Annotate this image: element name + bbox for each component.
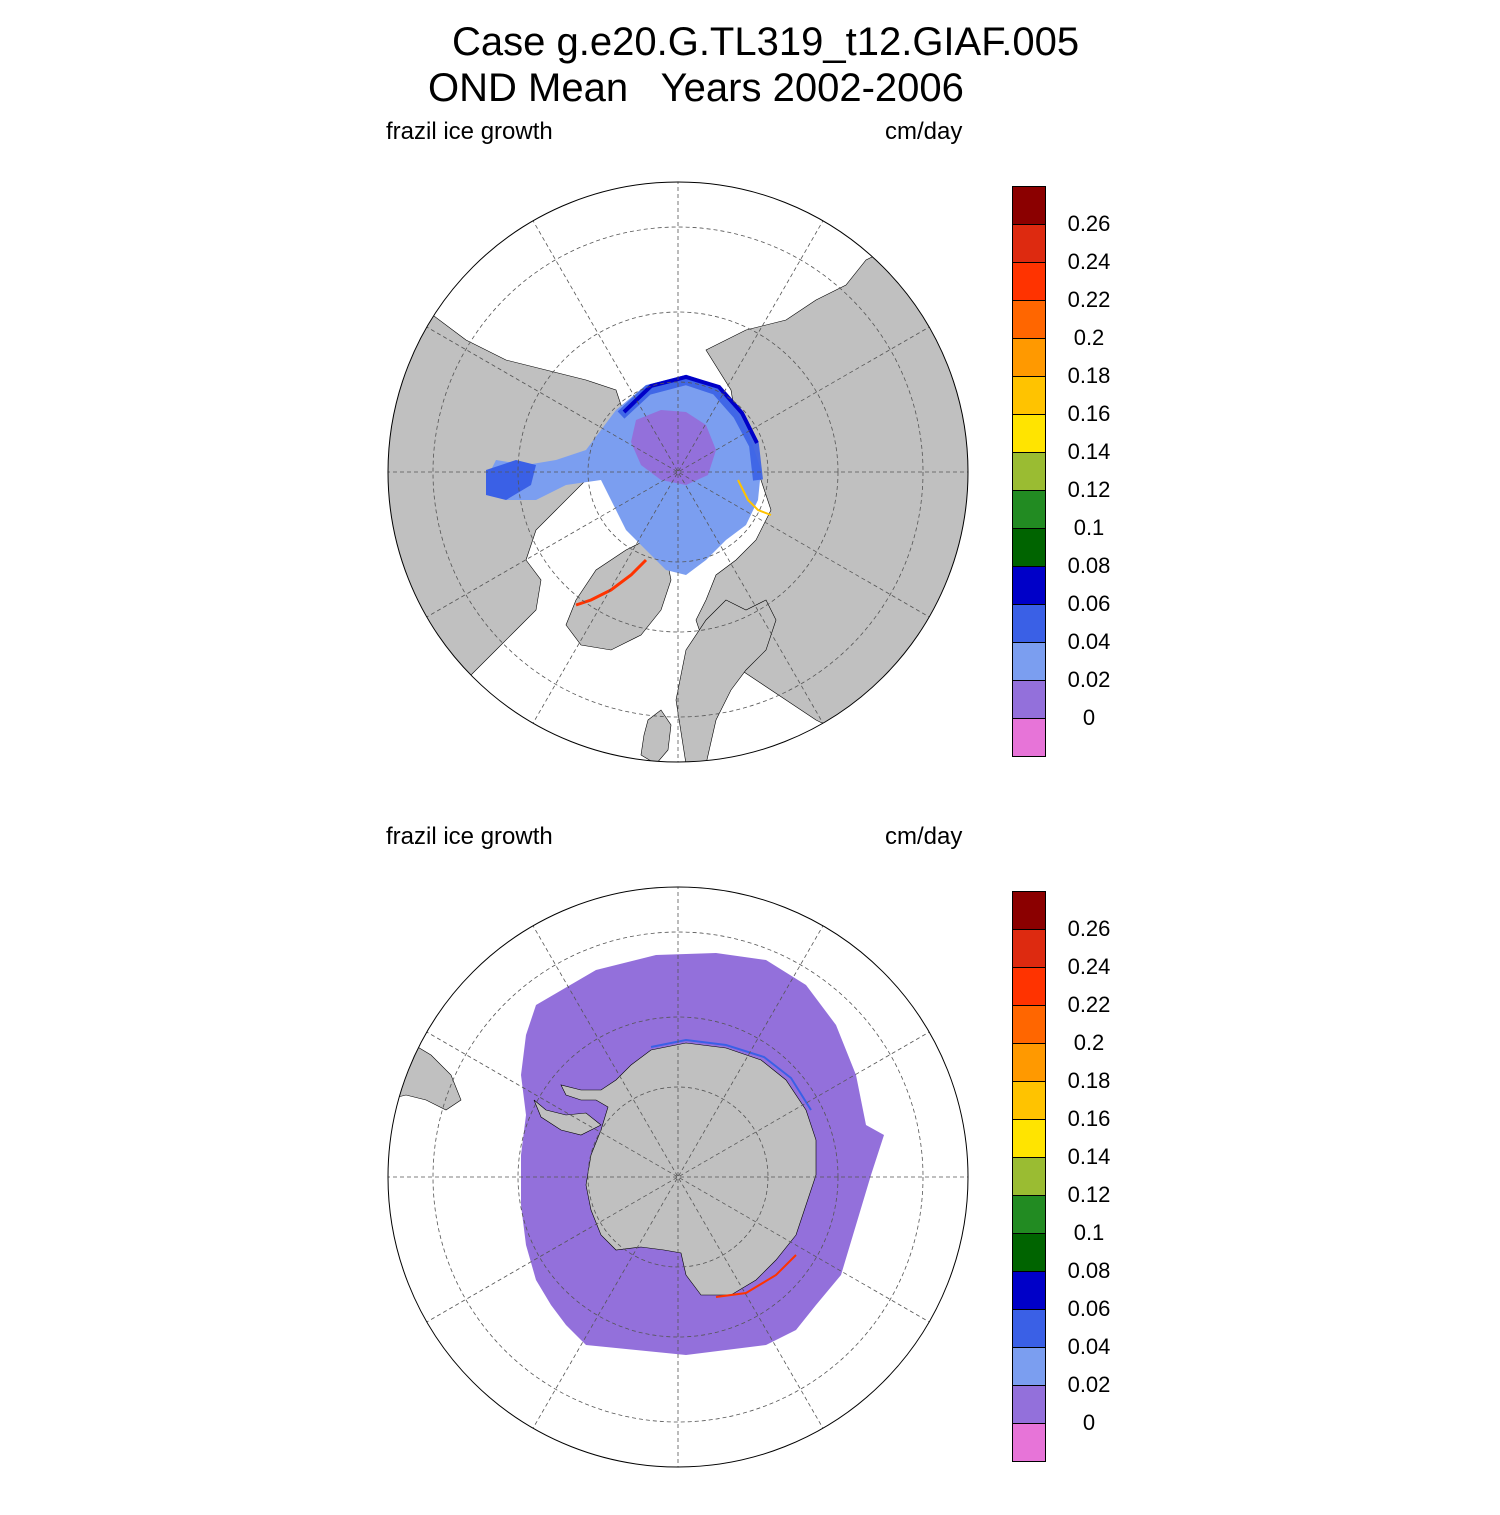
- sea-ice-core: [631, 410, 716, 485]
- colorbar-swatch: [1012, 1119, 1046, 1158]
- colorbar-swatch: [1012, 262, 1046, 301]
- colorbar-tick-label: 0.08: [1067, 1258, 1111, 1283]
- colorbar-tick-label: 0.12: [1067, 1182, 1111, 1207]
- colorbar-tick-label: 0.14: [1067, 1144, 1111, 1169]
- colorbar-tick-label: 0.02: [1067, 1372, 1111, 1397]
- ice-edge-hotspot: [575, 558, 648, 607]
- colorbar-swatch: [1012, 1271, 1046, 1310]
- colorbar-tick-label: 0.2: [1073, 1030, 1105, 1055]
- colorbar-swatch: [1012, 186, 1046, 225]
- colorbar-tick-label: 0.12: [1067, 477, 1111, 502]
- ice-edge-hotspot-2: [737, 479, 772, 516]
- colorbar-tick-label: 0.08: [1067, 553, 1111, 578]
- north-polar-map: [387, 181, 969, 763]
- british-isles: [640, 709, 672, 762]
- colorbar-swatch: [1012, 376, 1046, 415]
- greenland-landmass: [565, 539, 672, 651]
- colorbar-swatch: [1012, 528, 1046, 567]
- colorbar-tick-label: 0.14: [1067, 439, 1111, 464]
- colorbar-swatch: [1012, 490, 1046, 529]
- colorbar-swatch: [1012, 452, 1046, 491]
- colorbar-swatch: [1012, 929, 1046, 968]
- colorbar-tick-label: 0.06: [1067, 1296, 1111, 1321]
- colorbar-swatch: [1012, 1081, 1046, 1120]
- colorbar-swatch: [1012, 1233, 1046, 1272]
- colorbar-swatch: [1012, 1309, 1046, 1348]
- colorbar-swatch: [1012, 891, 1046, 930]
- south-variable-label: frazil ice growth: [386, 823, 553, 850]
- europe-landmass: [675, 599, 777, 762]
- colorbar-tick-label: 0.22: [1067, 287, 1111, 312]
- colorbar-tick-label: 0.2: [1073, 325, 1105, 350]
- colorbar-tick-label: 0.16: [1067, 401, 1111, 426]
- graticule: [388, 887, 968, 1467]
- south-colorbar: 0.26 0.24 0.22 0.2 0.18 0.16 0.14 0.12 0.1 0.08 0.…: [1012, 891, 1110, 1462]
- figure-title-period: OND Mean Years 2002-2006: [428, 66, 964, 110]
- south-polar-map: [387, 886, 969, 1468]
- antarctic-peninsula: [533, 1099, 602, 1136]
- north-variable-label: frazil ice growth: [386, 118, 553, 145]
- antarctica-landmass: [560, 1042, 817, 1296]
- figure-title-case: Case g.e20.G.TL319_t12.GIAF.005: [452, 20, 1080, 64]
- colorbar-swatch: [1012, 1195, 1046, 1234]
- colorbar-swatch: [1012, 300, 1046, 339]
- colorbar-swatch: [1012, 1157, 1046, 1196]
- colorbar-tick-label: 0.22: [1067, 992, 1111, 1017]
- north-panel: frazil ice growth cm/day: [0, 110, 1500, 810]
- colorbar-swatch: [1012, 718, 1046, 757]
- sea-ice-margin-darker: [622, 374, 759, 444]
- north-units-label: cm/day: [885, 118, 963, 145]
- colorbar-tick-label: 0.24: [1067, 249, 1111, 274]
- colorbar-tick-label: 0.26: [1067, 211, 1111, 236]
- colorbar-tick-label: 0.04: [1067, 629, 1111, 654]
- graticule: [388, 182, 968, 762]
- coastal-ice-hotspot: [715, 1254, 797, 1298]
- colorbar-tick-label: 0.02: [1067, 667, 1111, 692]
- colorbar-swatch: [1012, 642, 1046, 681]
- colorbar-swatch: [1012, 1043, 1046, 1082]
- south-units-label: cm/day: [885, 823, 963, 850]
- colorbar-swatch: [1012, 604, 1046, 643]
- colorbar-tick-label: 0.26: [1067, 916, 1111, 941]
- colorbar-tick-label: 0.1: [1073, 1220, 1105, 1245]
- colorbar-swatch: [1012, 1347, 1046, 1386]
- colorbar-tick-label: 0.16: [1067, 1106, 1111, 1131]
- colorbar-swatch: [1012, 414, 1046, 453]
- coastal-ice-margin: [650, 1038, 812, 1111]
- north-colorbar: 0.26 0.24 0.22 0.2 0.18 0.16 0.14 0.12 0.1 0.08 0.…: [1012, 186, 1110, 757]
- colorbar-swatch: [1012, 1385, 1046, 1424]
- colorbar-tick-label: 0.04: [1067, 1334, 1111, 1359]
- colorbar-swatch: [1012, 566, 1046, 605]
- colorbar-swatch: [1012, 680, 1046, 719]
- colorbar-tick-label: 0: [1082, 1410, 1096, 1435]
- hudson-bay-ice: [486, 460, 536, 500]
- colorbar-tick-label: 0.1: [1073, 515, 1105, 540]
- colorbar-swatch: [1012, 1005, 1046, 1044]
- colorbar-tick-label: 0.18: [1067, 1068, 1111, 1093]
- south-panel: frazil ice growth cm/day: [0, 815, 1500, 1515]
- colorbar-swatch: [1012, 224, 1046, 263]
- colorbar-tick-label: 0.18: [1067, 363, 1111, 388]
- colorbar-swatch: [1012, 1423, 1046, 1462]
- colorbar-swatch: [1012, 338, 1046, 377]
- colorbar-tick-label: 0.06: [1067, 591, 1111, 616]
- colorbar-swatch: [1012, 967, 1046, 1006]
- colorbar-tick-label: 0: [1082, 705, 1096, 730]
- colorbar-tick-label: 0.24: [1067, 954, 1111, 979]
